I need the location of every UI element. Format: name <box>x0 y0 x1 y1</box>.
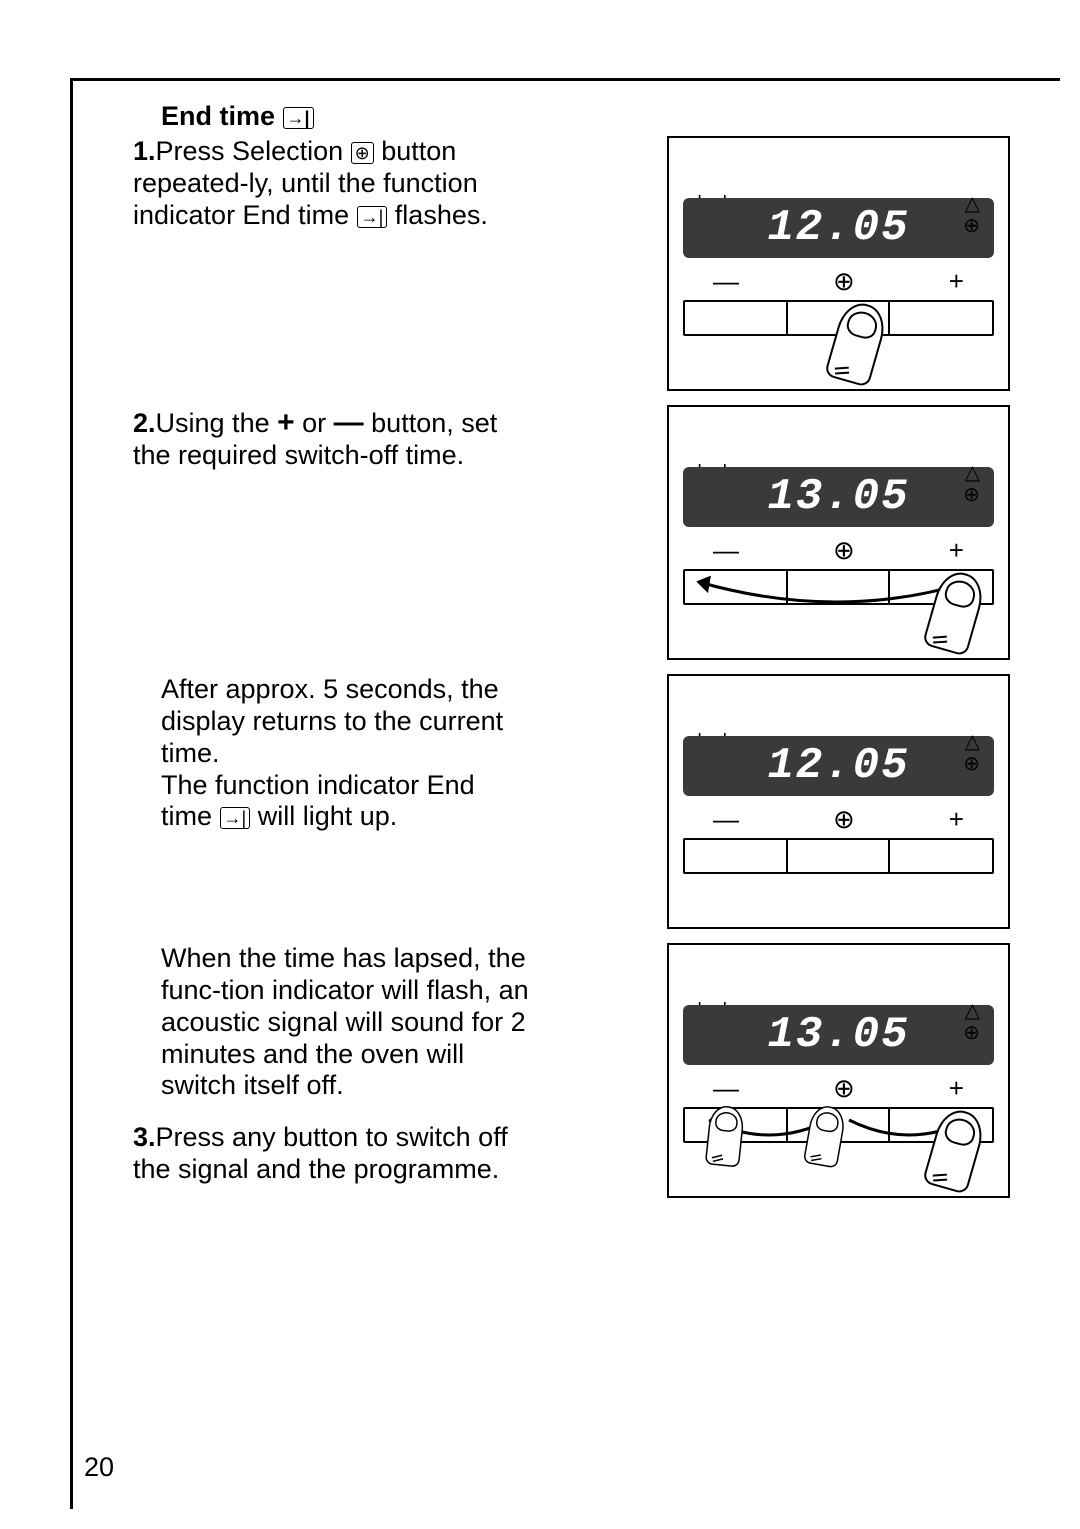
control-row: — ⊕ + <box>683 804 994 835</box>
lcd-panel: 13.05 <box>683 467 994 527</box>
time-display: 13.05 <box>767 472 909 522</box>
display-figure-1: |→| →| 12.05 △ ⊕ — ⊕ + <box>667 136 1010 391</box>
clock-icon: ⊕ <box>963 1022 980 1044</box>
indicator-right: △ ⊕ <box>963 193 980 237</box>
minus-button[interactable]: — <box>713 1073 739 1104</box>
text: After approx. 5 seconds, the display ret… <box>161 674 503 768</box>
minus-button[interactable]: — <box>713 535 739 566</box>
end-time-icon: →| <box>357 206 388 228</box>
plus-button[interactable]: + <box>949 804 964 835</box>
step-1-row: 1.Press Selection ⊕ button repeated-ly, … <box>133 136 1010 391</box>
bell-icon: △ <box>963 731 980 753</box>
text: When the time has lapsed, the func-tion … <box>161 943 533 1102</box>
display-figure-2: |→| →| 13.05 △ ⊕ — ⊕ + <box>667 405 1010 660</box>
control-row: — ⊕ + <box>683 1073 994 1104</box>
lcd-panel: 12.05 <box>683 198 994 258</box>
step-2-text: 2.Using the + or — button, set the requi… <box>133 405 533 472</box>
minus-button[interactable]: — <box>713 266 739 297</box>
plus-button[interactable]: + <box>949 1073 964 1104</box>
time-display: 12.05 <box>767 203 909 253</box>
page-frame: End time →| 1.Press Selection ⊕ button r… <box>70 78 1060 1509</box>
indicator-right: △ ⊕ <box>963 731 980 775</box>
display-figure-4: |→| →| 13.05 △ ⊕ — ⊕ + <box>667 943 1010 1198</box>
time-display: 12.05 <box>767 741 909 791</box>
step-2b-row: After approx. 5 seconds, the display ret… <box>133 674 1010 929</box>
selection-button[interactable]: ⊕ <box>833 266 855 297</box>
page-number: 20 <box>84 1452 114 1483</box>
control-row: — ⊕ + <box>683 535 994 566</box>
button-strip <box>683 838 994 874</box>
selection-button[interactable]: ⊕ <box>833 804 855 835</box>
time-display: 13.05 <box>767 1010 909 1060</box>
indicator-right: △ ⊕ <box>963 462 980 506</box>
step-number: 3. <box>133 1122 156 1152</box>
step-3-row: When the time has lapsed, the func-tion … <box>133 943 1010 1198</box>
minus-button[interactable]: — <box>713 804 739 835</box>
clock-icon: ⊕ <box>963 753 980 775</box>
step-2-row: 2.Using the + or — button, set the requi… <box>133 405 1010 660</box>
figure-3-col: |→| →| 12.05 △ ⊕ — ⊕ + <box>563 674 1010 929</box>
minus-icon: — <box>334 406 364 439</box>
control-row: — ⊕ + <box>683 266 994 297</box>
step-1-text: 1.Press Selection ⊕ button repeated-ly, … <box>133 136 533 232</box>
lcd-panel: 13.05 <box>683 1005 994 1065</box>
selection-button[interactable]: ⊕ <box>833 535 855 566</box>
display-figure-3: |→| →| 12.05 △ ⊕ — ⊕ + <box>667 674 1010 929</box>
figure-2-col: |→| →| 13.05 △ ⊕ — ⊕ + <box>563 405 1010 660</box>
step-2b-text: After approx. 5 seconds, the display ret… <box>133 674 533 833</box>
plus-icon: + <box>277 406 295 439</box>
indicator-right: △ ⊕ <box>963 1000 980 1044</box>
text: Press Selection <box>156 136 351 166</box>
end-time-icon: →| <box>283 107 314 129</box>
clock-icon: ⊕ <box>963 484 980 506</box>
plus-button[interactable]: + <box>949 535 964 566</box>
text: will light up. <box>250 801 397 831</box>
plus-button[interactable]: + <box>949 266 964 297</box>
lcd-panel: 12.05 <box>683 736 994 796</box>
text: Using the <box>156 408 278 438</box>
step-number: 1. <box>133 136 156 166</box>
bell-icon: △ <box>963 1000 980 1022</box>
figure-1-col: |→| →| 12.05 △ ⊕ — ⊕ + <box>563 136 1010 391</box>
selection-button[interactable]: ⊕ <box>833 1073 855 1104</box>
selection-icon: ⊕ <box>351 142 374 164</box>
section-heading: End time →| <box>161 101 1010 132</box>
figure-4-col: |→| →| 13.05 △ ⊕ — ⊕ + <box>563 943 1010 1198</box>
text: or <box>295 408 334 438</box>
step-3-text: When the time has lapsed, the func-tion … <box>133 943 533 1186</box>
clock-icon: ⊕ <box>963 215 980 237</box>
bell-icon: △ <box>963 193 980 215</box>
heading-text: End time <box>161 101 275 131</box>
step-number: 2. <box>133 408 156 438</box>
text: flashes. <box>387 200 488 230</box>
text: Press any button to switch off the signa… <box>133 1122 508 1184</box>
end-time-icon: →| <box>220 807 251 829</box>
bell-icon: △ <box>963 462 980 484</box>
